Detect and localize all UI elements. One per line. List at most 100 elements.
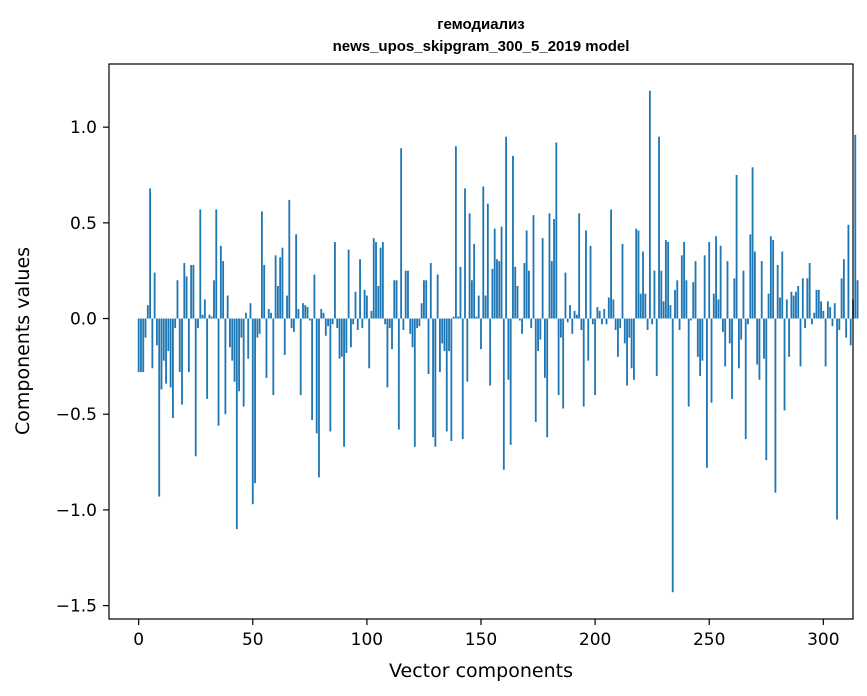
bar-212 [621, 243, 624, 319]
bar-24 [192, 264, 195, 319]
bar-217 [633, 318, 635, 380]
bar-192 [575, 314, 578, 319]
bar-82 [324, 318, 327, 336]
bar-79 [318, 318, 320, 478]
bar-65 [286, 295, 288, 319]
bar-204 [603, 308, 606, 319]
bar-107 [381, 241, 384, 319]
bar-203 [601, 318, 603, 325]
bar-106 [379, 247, 382, 319]
bar-102 [370, 310, 373, 319]
bar-193 [578, 213, 581, 319]
bar-224 [648, 90, 651, 319]
bar-58 [270, 312, 272, 319]
bar-9 [158, 318, 161, 497]
bar-210 [617, 318, 619, 357]
bar-10 [160, 318, 163, 390]
bar-201 [596, 307, 599, 319]
bar-68 [292, 318, 295, 332]
bar-187 [564, 272, 567, 319]
bar-190 [571, 318, 574, 334]
bar-119 [409, 318, 412, 334]
bar-200 [594, 318, 597, 396]
bar-259 [728, 318, 731, 344]
bar-257 [724, 318, 727, 367]
bar-156 [493, 228, 496, 319]
bar-180 [548, 213, 551, 319]
bar-54 [261, 211, 263, 319]
bar-167 [518, 318, 521, 321]
bar-5 [149, 188, 151, 319]
bar-153 [486, 203, 489, 319]
bar-229 [660, 270, 663, 319]
bar-158 [498, 261, 501, 319]
bar-20 [183, 263, 186, 319]
bar-108 [384, 318, 387, 325]
bar-18 [178, 318, 181, 373]
bar-223 [646, 318, 649, 331]
bar-46 [242, 318, 245, 407]
bar-136 [448, 318, 450, 352]
y-axis-label: Components values [12, 247, 34, 435]
bar-30 [206, 318, 209, 399]
bar-294 [808, 263, 811, 319]
bar-249 [706, 318, 708, 468]
bar-245 [696, 318, 699, 357]
bar-241 [687, 318, 690, 407]
bar-288 [795, 291, 797, 319]
y-axis-ticks: −1.5 −1.0 −0.5 0.0 0.5 1.0 [56, 118, 109, 617]
bar-283 [783, 318, 786, 411]
bar-307 [838, 318, 841, 331]
bar-118 [407, 270, 409, 319]
bar-293 [806, 278, 809, 319]
bar-166 [516, 286, 519, 319]
bar-55 [263, 264, 266, 319]
bar-57 [267, 308, 270, 319]
bar-112 [393, 280, 396, 319]
bar-110 [388, 318, 391, 329]
bar-280 [776, 264, 779, 319]
bar-142 [461, 318, 464, 440]
y-tick-label: −1.5 [56, 597, 97, 617]
bar-296 [813, 312, 816, 319]
bar-95 [354, 291, 357, 319]
bar-103 [372, 238, 375, 319]
bar-250 [708, 241, 711, 319]
bar-127 [427, 318, 430, 375]
bar-155 [491, 268, 494, 319]
bar-258 [726, 261, 729, 319]
x-tick-label: 300 [807, 630, 839, 650]
bar-263 [737, 318, 740, 369]
bar-207 [610, 209, 612, 319]
bar-28 [201, 314, 204, 319]
bar-216 [630, 318, 633, 369]
bar-163 [509, 318, 512, 445]
x-tick-label: 250 [693, 630, 725, 650]
bar-137 [450, 318, 453, 442]
bar-253 [715, 236, 717, 319]
bar-218 [635, 228, 638, 319]
bar-73 [304, 305, 307, 319]
bar-226 [653, 270, 656, 319]
bar-291 [801, 278, 804, 319]
bar-149 [477, 295, 480, 319]
bar-162 [507, 318, 510, 380]
bar-117 [404, 270, 407, 319]
bar-76 [311, 318, 314, 420]
bar-278 [772, 240, 775, 319]
bar-244 [694, 261, 697, 319]
bar-159 [500, 226, 503, 319]
bar-53 [258, 318, 261, 334]
bar-16 [174, 318, 177, 329]
bar-151 [482, 186, 485, 319]
bar-282 [781, 251, 784, 319]
bar-181 [550, 261, 553, 319]
bar-222 [644, 293, 647, 319]
x-axis-label: Vector components [389, 660, 573, 682]
bar-147 [473, 243, 476, 319]
bar-236 [676, 280, 679, 319]
bar-111 [391, 318, 393, 350]
bar-44 [238, 318, 240, 392]
bar-238 [680, 255, 683, 319]
